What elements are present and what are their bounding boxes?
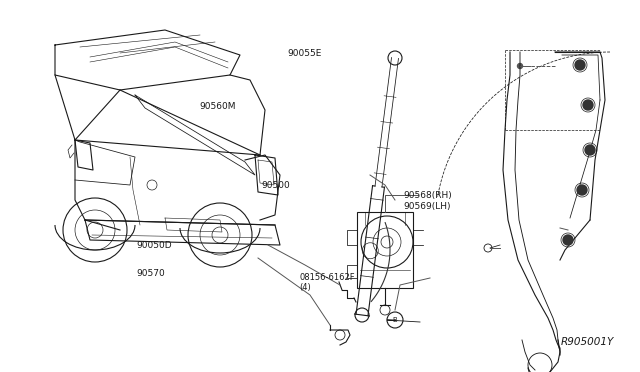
Circle shape <box>585 145 595 155</box>
Circle shape <box>518 64 522 68</box>
Text: B: B <box>392 317 397 323</box>
Circle shape <box>575 60 585 70</box>
Circle shape <box>577 185 587 195</box>
Text: 90570: 90570 <box>136 269 165 278</box>
Text: 90560M: 90560M <box>199 102 236 110</box>
Circle shape <box>563 235 573 245</box>
Bar <box>357 212 413 288</box>
Text: R905001Y: R905001Y <box>561 337 614 347</box>
Text: 90055E: 90055E <box>287 49 321 58</box>
Circle shape <box>583 100 593 110</box>
Text: 90500: 90500 <box>261 181 290 190</box>
Text: 90050D: 90050D <box>136 241 172 250</box>
Text: 90568(RH)
90569(LH): 90568(RH) 90569(LH) <box>403 191 452 211</box>
Text: 08156-6162F
(4): 08156-6162F (4) <box>300 273 355 292</box>
